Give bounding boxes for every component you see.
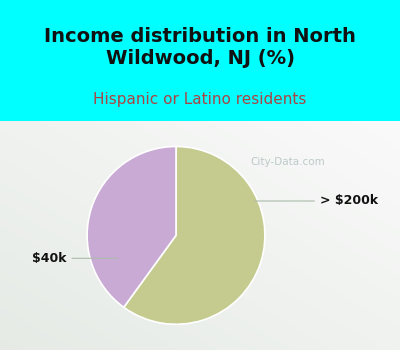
Wedge shape <box>124 146 265 324</box>
Text: City-Data.com: City-Data.com <box>251 157 325 167</box>
Text: Hispanic or Latino residents: Hispanic or Latino residents <box>93 91 307 106</box>
Text: Income distribution in North
Wildwood, NJ (%): Income distribution in North Wildwood, N… <box>44 27 356 68</box>
Wedge shape <box>87 146 176 307</box>
Text: > $200k: > $200k <box>255 195 378 208</box>
Text: $40k: $40k <box>32 252 117 265</box>
